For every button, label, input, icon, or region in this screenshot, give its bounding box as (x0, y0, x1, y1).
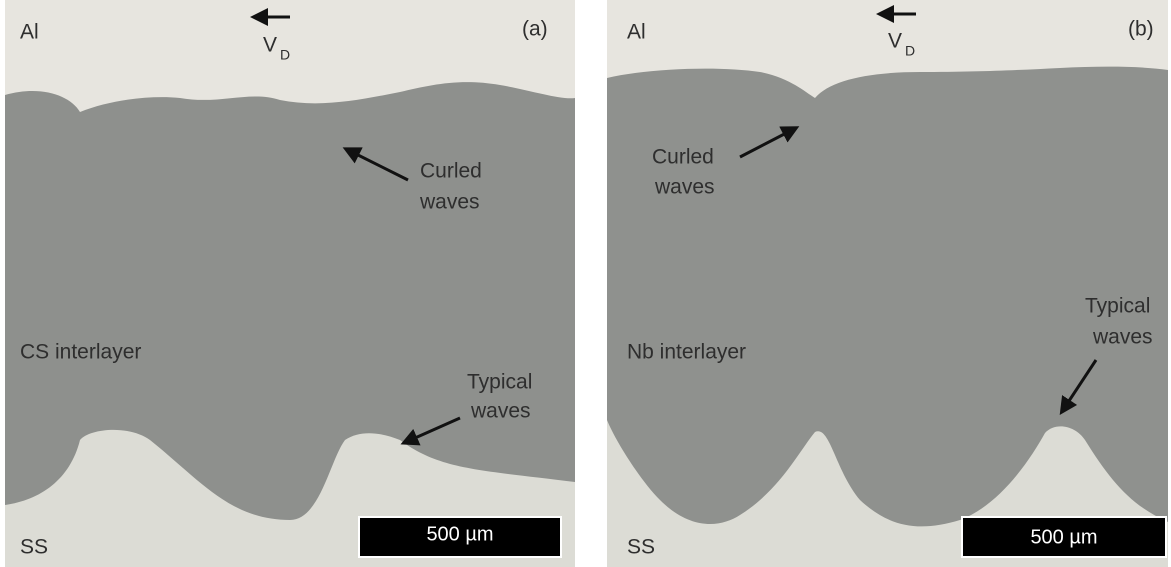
annotation: waves (470, 400, 531, 423)
velocity-symbol: V (888, 30, 902, 53)
annotation: Curled (652, 146, 714, 169)
annotation: Typical (1085, 295, 1150, 318)
annotation: waves (654, 176, 715, 199)
bottom-material: SS (20, 536, 48, 559)
panel-label: (b) (1128, 18, 1154, 41)
annotation: waves (419, 191, 480, 214)
annotation: Typical (467, 371, 532, 394)
scale-bar-label: 500 µm (1030, 526, 1097, 548)
panel-label: (a) (522, 18, 548, 41)
annotation: Curled (420, 160, 482, 183)
interlayer-label: CS interlayer (20, 341, 141, 364)
velocity-subscript: D (905, 43, 915, 59)
velocity-subscript: D (280, 47, 290, 63)
velocity-symbol: V (263, 34, 277, 57)
top-material: Al (20, 21, 39, 44)
bottom-material: SS (627, 536, 655, 559)
panel-a: Al V D (a) Curled waves CS interlayer Ty… (5, 0, 575, 567)
top-material: Al (627, 21, 646, 44)
figure: Al V D (a) Curled waves CS interlayer Ty… (0, 0, 1171, 567)
annotation: waves (1092, 326, 1153, 349)
panel-b: Al V D (b) Curled waves Nb interlayer Ty… (607, 0, 1168, 567)
interlayer-label: Nb interlayer (627, 341, 746, 364)
scale-bar-label: 500 µm (426, 523, 493, 545)
